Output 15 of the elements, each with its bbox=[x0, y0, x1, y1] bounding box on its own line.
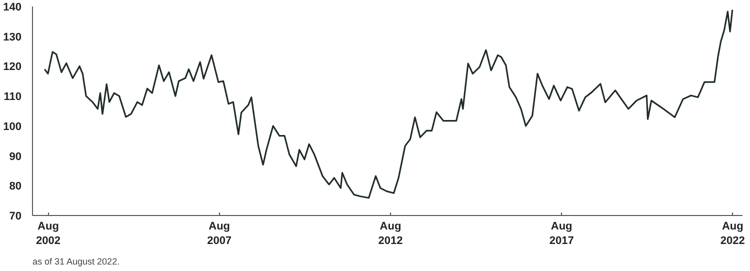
x-tick-label: Aug 2017 bbox=[549, 220, 574, 247]
x-tick-label: Aug 2022 bbox=[720, 220, 745, 247]
y-tick-label: 130 bbox=[3, 31, 22, 44]
x-tick-label: Aug 2012 bbox=[378, 220, 403, 247]
x-tick-label: Aug 2002 bbox=[36, 220, 60, 247]
y-tick-label: 120 bbox=[3, 61, 22, 74]
y-tick-label: 90 bbox=[9, 150, 22, 163]
y-tick-label: 140 bbox=[3, 2, 22, 14]
text: as of 31 August 2022. bbox=[32, 256, 120, 266]
x-tick-label: Aug 2007 bbox=[207, 220, 232, 247]
y-tick-label: 100 bbox=[3, 120, 22, 133]
y-tick-label: 70 bbox=[9, 210, 22, 222]
y-tick-label: 80 bbox=[9, 180, 22, 193]
line-series bbox=[44, 8, 734, 199]
y-tick-label: 110 bbox=[4, 91, 22, 104]
